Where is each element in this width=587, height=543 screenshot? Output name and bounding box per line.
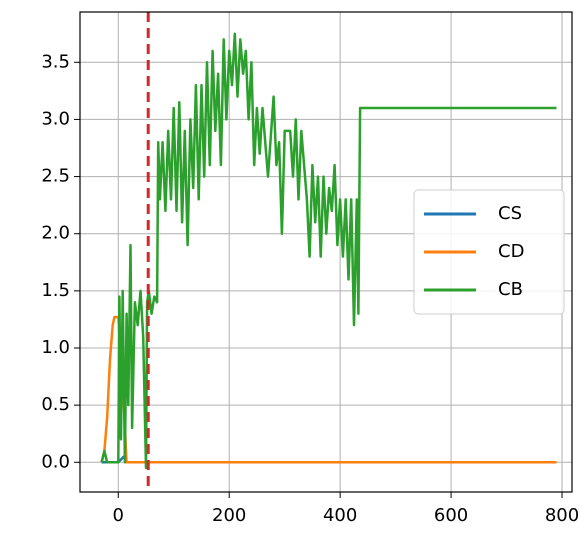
- y-tick-label: 2.0: [41, 223, 70, 244]
- x-tick-label: 600: [434, 505, 468, 526]
- legend: CS CD CB: [413, 189, 565, 315]
- x-tick-label: 0: [113, 505, 124, 526]
- legend-box: [413, 189, 565, 315]
- plot-frame: [79, 11, 573, 493]
- legend-label: CD: [498, 241, 524, 262]
- line-series: [100, 315, 557, 464]
- y-tick-label: 1.0: [41, 337, 70, 358]
- legend-label: CB: [498, 279, 523, 300]
- y-tick-label: 0.5: [41, 394, 70, 415]
- y-tick-label: 0.0: [41, 451, 70, 472]
- legend-label: CS: [498, 203, 522, 224]
- y-tick-label: 1.5: [41, 280, 70, 301]
- x-tick-label: 800: [545, 505, 579, 526]
- x-tick-label: 200: [212, 505, 246, 526]
- y-tick-label: 3.0: [41, 108, 70, 129]
- y-tick-label: 3.5: [41, 51, 70, 72]
- x-tick-label: 400: [323, 505, 357, 526]
- y-tick-label: 2.5: [41, 166, 70, 187]
- line-series: [100, 32, 557, 470]
